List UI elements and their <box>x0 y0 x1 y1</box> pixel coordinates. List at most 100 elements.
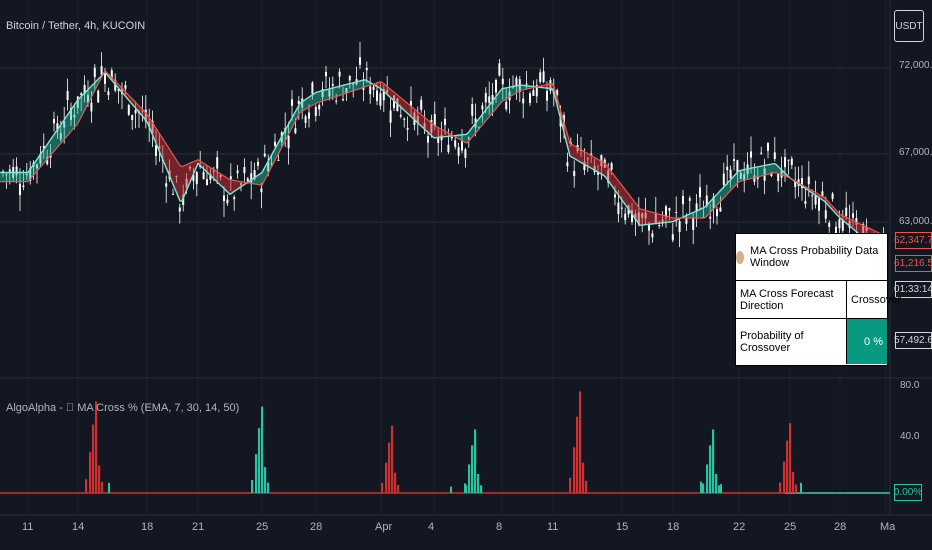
candle-body <box>716 209 718 217</box>
indicator-bar <box>700 481 702 493</box>
ma-ribbon-fill <box>744 169 746 181</box>
ma-ribbon-fill <box>504 87 506 101</box>
chart-title: Bitcoin / Tether, 4h, KUCOIN <box>6 20 146 32</box>
candle-body <box>359 57 361 65</box>
candle-body <box>127 105 130 115</box>
ma-ribbon-fill <box>602 161 604 176</box>
ma-ribbon-fill <box>390 88 392 99</box>
ma-ribbon-fill <box>52 134 54 154</box>
time-tick: Apr <box>375 521 393 533</box>
ma-ribbon-fill <box>774 163 776 173</box>
ma-ribbon-fill <box>416 110 418 124</box>
indicator-bar <box>251 480 254 493</box>
ma-ribbon-fill <box>310 95 312 107</box>
time-tick: 25 <box>784 521 797 533</box>
indicator-bar <box>85 479 88 493</box>
candle-body <box>5 174 8 176</box>
candle-body <box>22 185 25 188</box>
ma-ribbon-fill <box>402 98 404 111</box>
ma-ribbon-fill <box>440 128 442 138</box>
candle-body <box>56 123 59 132</box>
fast-ma-price-tag: 62,347.7 <box>894 232 932 249</box>
ma-ribbon-fill <box>632 198 634 217</box>
ma-ribbon-fill <box>336 86 338 97</box>
time-tick: 15 <box>616 521 629 533</box>
probability-data-window: MA Cross Probability Data Window MA Cros… <box>735 233 901 366</box>
ma-ribbon-fill <box>728 180 730 194</box>
candle-body <box>223 195 225 202</box>
ma-ribbon-fill <box>516 85 518 93</box>
indicator-value-tag: 0.00% <box>894 484 922 501</box>
candle-body <box>277 159 280 161</box>
ma-ribbon-fill <box>238 181 240 189</box>
ma-ribbon-fill <box>692 212 694 218</box>
ma-ribbon-fill <box>164 140 166 168</box>
candle-body <box>294 128 297 134</box>
ma-ribbon-fill <box>346 84 348 94</box>
ma-ribbon-fill <box>694 211 696 218</box>
candle-body <box>447 144 450 153</box>
ma-ribbon-fill <box>76 99 78 126</box>
candle-body <box>59 132 62 140</box>
ma-ribbon-fill <box>64 117 66 140</box>
candle-body <box>46 157 49 165</box>
ma-ribbon-fill <box>464 134 466 143</box>
candle-body <box>410 101 412 107</box>
candle-body <box>406 128 409 130</box>
candle-body <box>678 221 681 233</box>
ma-ribbon-fill <box>546 84 548 89</box>
indicator-bar <box>709 445 712 493</box>
candle-body <box>481 105 484 110</box>
price-tick: 72,000.0 <box>899 60 932 71</box>
ma-ribbon-fill <box>326 89 328 100</box>
ma-ribbon-fill <box>750 168 752 179</box>
candle-body <box>49 155 52 158</box>
candle-body <box>311 82 314 94</box>
ma-ribbon-fill <box>50 137 52 156</box>
ma-ribbon-fill <box>492 99 494 114</box>
candle-body <box>818 198 820 211</box>
candle-body <box>314 106 317 117</box>
ma-ribbon-fill <box>668 216 670 223</box>
candle-body <box>97 90 100 103</box>
ma-ribbon-fill <box>752 167 754 179</box>
ma-ribbon-fill <box>730 178 732 192</box>
ma-ribbon-fill <box>174 156 176 192</box>
ma-ribbon-fill <box>214 169 216 181</box>
indicator-bar <box>702 483 705 493</box>
time-tick: 11 <box>22 521 34 533</box>
candle-body <box>566 162 569 167</box>
currency-button[interactable]: USDT <box>894 10 924 42</box>
forecast-direction-label: MA Cross Forecast Direction <box>740 287 834 312</box>
ma-ribbon-fill <box>434 125 436 138</box>
fast-ma-line <box>0 72 888 257</box>
ma-ribbon-fill <box>180 165 182 202</box>
ma-ribbon-fill <box>82 93 84 116</box>
ma-ribbon-fill <box>770 163 772 174</box>
indicator-bar <box>779 482 782 493</box>
ma-ribbon-fill <box>320 90 322 102</box>
indicator-bar <box>258 428 261 493</box>
ma-ribbon-fill <box>582 150 584 165</box>
ma-ribbon-fill <box>640 208 642 226</box>
ma-ribbon-fill <box>258 173 260 185</box>
ma-ribbon-fill <box>48 140 50 159</box>
candle-body <box>801 178 803 189</box>
ma-ribbon-fill <box>426 118 428 133</box>
ma-ribbon-fill <box>568 136 570 157</box>
candle-body <box>648 223 650 231</box>
candle-body <box>202 172 205 180</box>
candle-body <box>756 177 759 180</box>
ma-ribbon-fill <box>412 107 414 120</box>
candle-body <box>719 207 722 212</box>
candle-body <box>100 66 103 75</box>
candle-body <box>155 145 157 157</box>
ma-ribbon-fill <box>86 89 88 108</box>
ma-ribbon-fill <box>858 222 860 235</box>
indicator-bar <box>468 464 471 493</box>
candle-body <box>243 167 246 174</box>
ma-ribbon-fill <box>656 213 658 224</box>
ma-ribbon-fill <box>716 193 718 207</box>
ma-ribbon-fill <box>584 151 586 166</box>
candle-body <box>729 169 732 179</box>
